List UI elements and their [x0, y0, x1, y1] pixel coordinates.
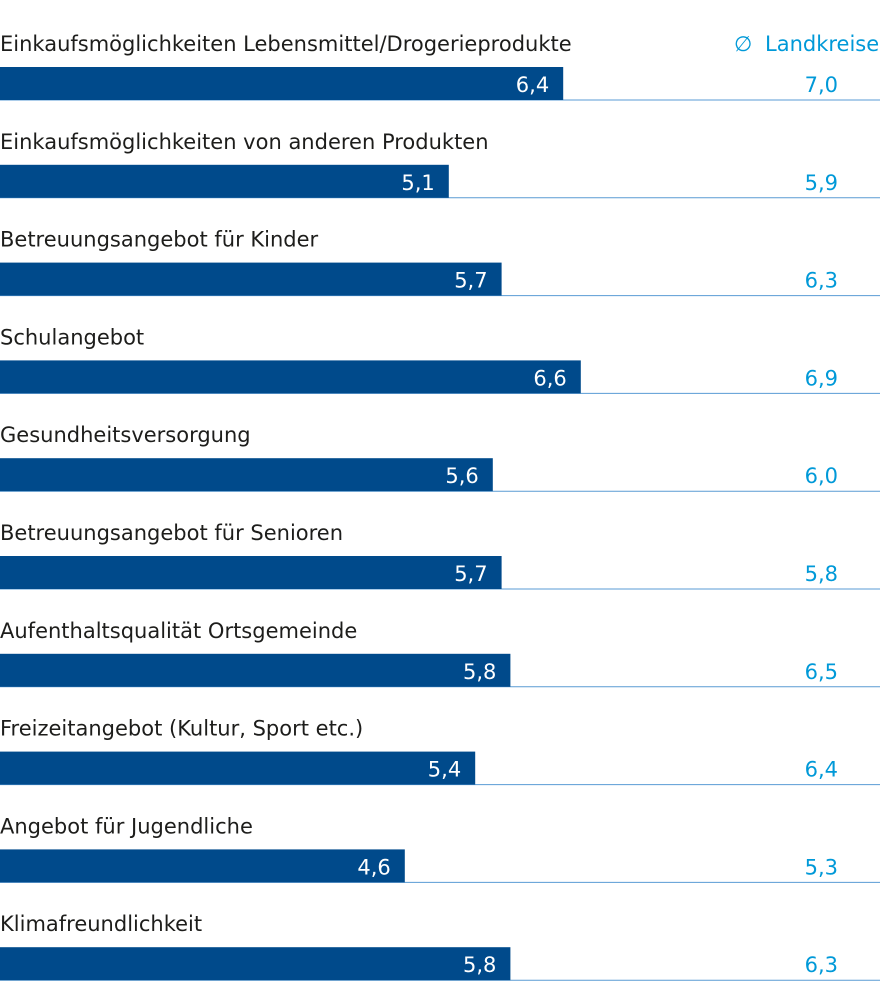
chart-row: Freizeitangebot (Kultur, Sport etc.) 5,4 6… [0, 717, 880, 786]
bar-value-label: 5,6 [445, 464, 478, 488]
chart-row: Aufenthaltsqualität Ortsgemeinde 5,8 6,5 [0, 619, 880, 688]
legend-symbol: ∅ [734, 32, 752, 56]
category-label: Freizeitangebot (Kultur, Sport etc.) [0, 717, 363, 741]
bar-value-label: 5,7 [454, 269, 487, 293]
bar [0, 67, 564, 100]
bar [0, 751, 476, 785]
category-label: Klimafreundlichkeit [0, 912, 202, 936]
bar-value-label: 4,6 [357, 855, 390, 879]
legend-label: Landkreise [765, 32, 879, 56]
chart-row: Schulangebot 6,6 6,9 [0, 325, 880, 394]
legend: ∅ Landkreise [734, 32, 879, 56]
reference-value-label: 6,9 [805, 366, 838, 390]
chart-row: Angebot für Jugendliche 4,6 5,3 [0, 814, 880, 883]
category-label: Einkaufsmöglichkeiten von anderen Produk… [0, 130, 489, 154]
category-label: Gesundheitsversorgung [0, 423, 251, 447]
category-label: Betreuungsangebot für Kinder [0, 228, 319, 252]
reference-value-label: 6,0 [805, 464, 838, 488]
reference-value-label: 5,9 [805, 171, 838, 195]
category-label: Einkaufsmöglichkeiten Lebensmittel/Droge… [0, 32, 572, 56]
chart-row: Einkaufsmöglichkeiten Lebensmittel/Droge… [0, 32, 880, 101]
bar-value-label: 5,8 [463, 953, 496, 977]
chart-row: Gesundheitsversorgung 5,6 6,0 [0, 423, 880, 492]
reference-value-label: 7,0 [805, 73, 838, 97]
chart-row: Klimafreundlichkeit 5,8 6,3 [0, 912, 880, 981]
bar [0, 653, 511, 687]
reference-value-label: 6,3 [805, 953, 838, 977]
bar-value-label: 5,1 [401, 171, 434, 195]
bar [0, 849, 405, 883]
bar [0, 458, 493, 492]
chart-row: Betreuungsangebot für Kinder 5,7 6,3 [0, 228, 880, 297]
category-label: Angebot für Jugendliche [0, 814, 253, 838]
bar [0, 360, 581, 394]
chart-rows: Einkaufsmöglichkeiten Lebensmittel/Droge… [0, 32, 880, 981]
category-label: Schulangebot [0, 325, 144, 349]
category-label: Aufenthaltsqualität Ortsgemeinde [0, 619, 357, 643]
bar [0, 556, 502, 589]
bar [0, 947, 511, 981]
category-label: Betreuungsangebot für Senioren [0, 521, 343, 545]
bar [0, 262, 502, 296]
bar-value-label: 5,8 [463, 660, 496, 684]
bar-value-label: 6,4 [516, 73, 549, 97]
reference-value-label: 6,4 [805, 758, 838, 782]
chart-row: Betreuungsangebot für Senioren 5,7 5,8 [0, 521, 880, 590]
reference-value-label: 5,8 [805, 562, 838, 586]
chart-row: Einkaufsmöglichkeiten von anderen Produk… [0, 130, 880, 199]
reference-value-label: 6,3 [805, 269, 838, 293]
bar-value-label: 5,7 [454, 562, 487, 586]
bar-value-label: 6,6 [533, 366, 566, 390]
reference-value-label: 5,3 [805, 855, 838, 879]
bar-value-label: 5,4 [428, 758, 461, 782]
reference-value-label: 6,5 [805, 660, 838, 684]
bar [0, 164, 449, 198]
